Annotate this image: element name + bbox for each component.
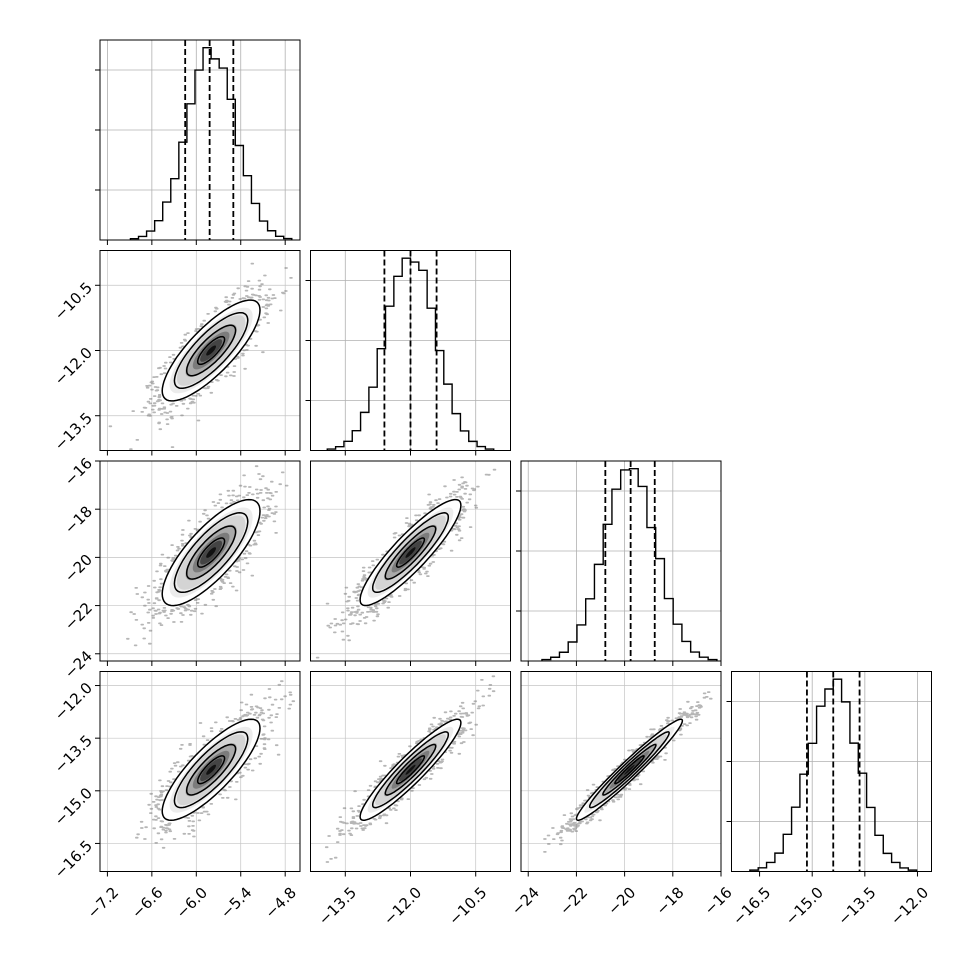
x-tick-label: −12.0	[887, 884, 932, 929]
contour-line	[384, 525, 437, 580]
contour-line	[173, 512, 249, 594]
density-fill	[206, 764, 216, 775]
panel-1-1	[305, 250, 511, 456]
scatter-points	[126, 465, 289, 647]
panel-2-0: −24 −22 −20 −18 −16	[61, 454, 301, 682]
panel-frame	[731, 671, 932, 872]
x-tick-label: −13.5	[834, 884, 879, 929]
contour-line	[371, 512, 450, 594]
y-tick-label: −12.0	[51, 344, 96, 389]
x-tick-label: −18	[652, 884, 687, 919]
contour-line	[196, 755, 226, 785]
panel-0-0	[95, 39, 301, 245]
x-tick-label: −24	[508, 884, 543, 919]
y-tick-label: −16.5	[51, 837, 96, 882]
contour-line	[173, 731, 249, 809]
contour-line	[173, 311, 249, 390]
y-tick-label: −16	[61, 454, 96, 489]
panel-frame	[310, 460, 511, 662]
contour-line	[614, 755, 645, 785]
panel-frame	[99, 250, 301, 451]
panel-content	[108, 262, 293, 451]
contour-line	[359, 498, 462, 607]
x-tick-label: −12.0	[380, 884, 425, 929]
x-tick-label: −4.8	[261, 884, 299, 922]
x-tick-label: −10.5	[445, 884, 490, 929]
y-tick-label: −10.5	[51, 279, 96, 324]
density-fill	[206, 345, 216, 356]
y-tick-label: −22	[61, 599, 96, 634]
panel-3-3: −16.5 −15.0 −13.5 −12.0	[726, 671, 932, 929]
x-tick-label: −6.6	[128, 884, 166, 922]
contour-line	[161, 718, 261, 822]
contour-line	[196, 335, 226, 366]
histogram-bar	[129, 46, 293, 240]
panel-3-0: −16.5 −15.0 −13.5 −12.0 −7.2 −6.6 −6.0 −5.4 −4.8	[51, 671, 301, 922]
x-tick-label: −20	[604, 884, 639, 919]
y-tick-label: −24	[61, 647, 96, 682]
x-tick-label: −5.4	[217, 884, 255, 922]
panel-frame	[520, 460, 722, 662]
x-tick-label: −13.5	[315, 884, 360, 929]
panel-frame	[99, 39, 301, 241]
panel-content	[135, 680, 296, 849]
contour-line	[185, 324, 237, 377]
panel-content	[126, 465, 289, 647]
panel-2-2	[516, 460, 722, 666]
x-tick-label: −16.5	[729, 884, 774, 929]
contour-line	[371, 731, 450, 809]
contour-line	[185, 743, 237, 796]
scatter-points	[315, 468, 497, 659]
density-fill	[624, 764, 635, 775]
panel-content	[315, 468, 497, 659]
x-tick-label: −15.0	[782, 884, 827, 929]
y-tick-label: −13.5	[51, 731, 96, 776]
panel-content	[543, 691, 713, 853]
density-fill	[405, 764, 416, 775]
y-tick-label: −13.5	[51, 409, 96, 454]
panel-3-2: −24 −22 −20 −18 −16	[508, 671, 736, 919]
panel-frame	[310, 671, 511, 872]
panel-frame	[310, 250, 511, 451]
y-tick-label: −18	[61, 502, 96, 537]
x-tick-label: −7.2	[84, 884, 122, 922]
panel-content	[324, 675, 496, 863]
panel-frame	[520, 671, 722, 872]
contour-line	[161, 498, 261, 607]
scatter-points	[324, 675, 496, 863]
contour-line	[602, 743, 657, 796]
contour-line	[395, 755, 426, 785]
y-tick-label: −20	[61, 551, 96, 586]
density-fill	[405, 547, 416, 558]
panel-2-1	[310, 460, 511, 666]
scatter-points	[135, 680, 296, 849]
y-tick-label: −12.0	[51, 679, 96, 724]
contour-line	[395, 537, 426, 568]
panel-1-0: −13.5 −12.0 −10.5	[51, 250, 301, 456]
panel-frame	[99, 671, 301, 872]
contour-line	[185, 525, 237, 580]
contour-line	[588, 731, 670, 809]
y-tick-label: −15.0	[51, 784, 96, 829]
histogram-bar	[541, 467, 718, 661]
contour-line	[384, 743, 437, 796]
contour-line	[196, 537, 226, 568]
panel-frame	[99, 460, 301, 662]
contour-line	[575, 718, 684, 822]
scatter-points	[108, 262, 293, 451]
panel-3-1: −13.5 −12.0 −10.5	[310, 671, 511, 929]
x-tick-label: −22	[556, 884, 591, 919]
contour-line	[359, 718, 462, 822]
density-fill	[206, 547, 216, 558]
x-tick-label: −6.0	[173, 884, 211, 922]
contour-line	[161, 299, 261, 402]
